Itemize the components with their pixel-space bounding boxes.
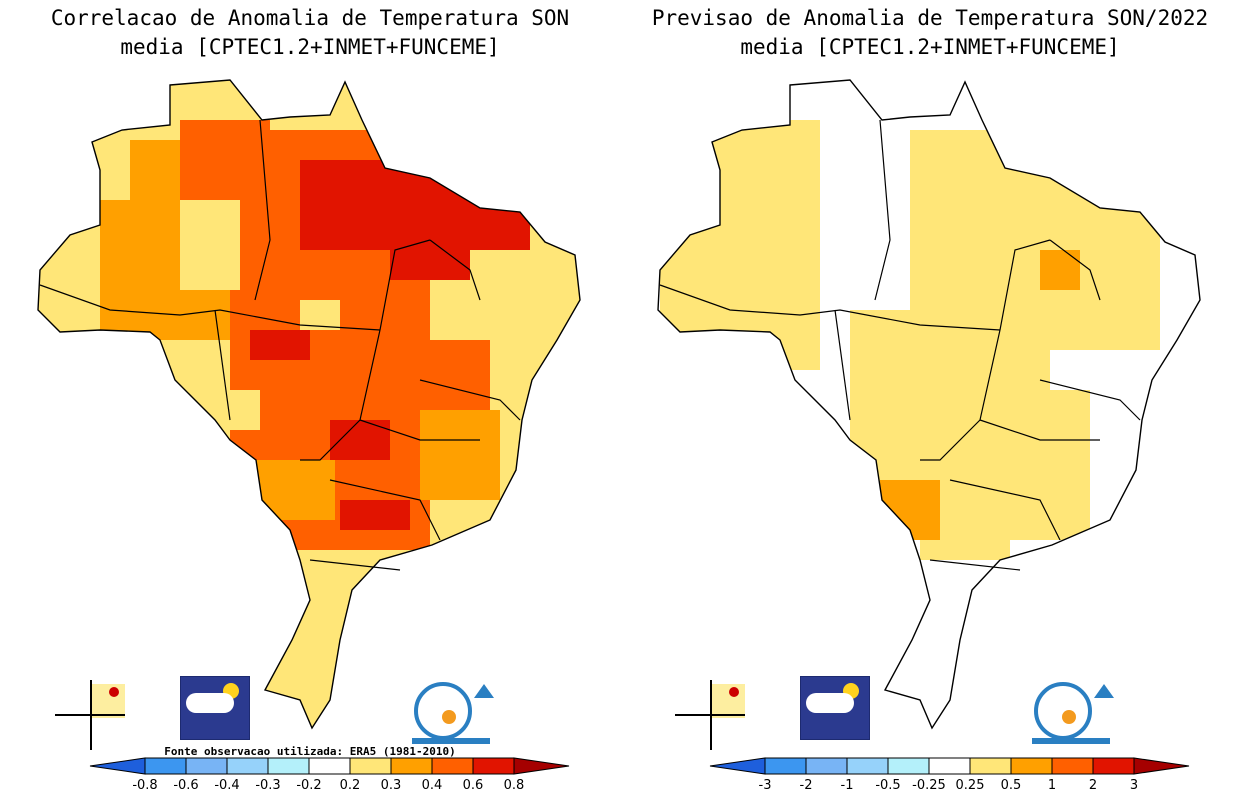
anomaly-region [1040,250,1080,290]
colorbar-tick-label: 0.3 [381,778,402,793]
colorbar-bin [431,757,474,775]
panel-title: Previsao de Anomalia de Temperatura SON/… [651,6,1209,30]
brazil-map-correlation [37,79,581,730]
state-border [300,329,381,461]
colorbar-forecast: -3 -2 -1 -0.5 -0.25 0.25 0.5 1 2 3 [709,757,1190,793]
anomaly-region [180,200,240,290]
colorbar-bin [144,757,187,775]
state-border [659,284,1001,331]
state-border [1049,239,1101,301]
inmet-logo [180,676,250,740]
colorbar-arrow-high [513,757,570,775]
colorbar-bin [764,757,807,775]
colorbar-correlation: -0.8 -0.6 -0.4 -0.3 -0.2 0.2 0.3 0.4 0.6 0.8 [89,757,570,793]
funceme-logo [55,680,135,750]
panel-subtitle: media [CPTEC1.2+INMET+FUNCEME] [120,35,500,59]
inpe-subtitle [412,738,490,744]
colorbar-bin [846,757,889,775]
source-note: Fonte observacao utilizada: ERA5 (1981-2… [164,745,456,758]
anomaly-region [60,250,100,320]
colorbar-tick-label: -0.4 [214,778,239,793]
state-border [419,379,521,421]
colorbar-tick-label: -0.3 [255,778,280,793]
colorbar-bin [390,757,433,775]
colorbar-tick-label: -0.8 [132,778,157,793]
state-border [359,419,480,441]
panel-subtitle: media [CPTEC1.2+INMET+FUNCEME] [740,35,1120,59]
colorbar-tick-label: 2 [1089,778,1097,793]
state-border [1039,379,1141,421]
inpe-logo [1032,680,1114,746]
state-border [309,559,401,571]
colorbar-bin [805,757,848,775]
anomaly-region [380,340,490,420]
anomaly-region [340,500,410,530]
state-border [329,479,441,541]
panel-title: Correlacao de Anomalia de Temperatura SO… [50,6,570,30]
state-border [834,309,851,421]
state-border [379,239,431,331]
state-border [920,329,1001,461]
anomaly-region [200,390,260,430]
colorbar-tick-label: 0.4 [422,778,443,793]
state-border [874,119,891,301]
colorbar-bin [185,757,228,775]
state-border [929,559,1021,571]
colorbar-bin [472,757,515,775]
colorbar-tick-label: 3 [1130,778,1138,793]
colorbar-bin [1092,757,1135,775]
colorbar-tick-label: 0.5 [1001,778,1022,793]
inmet-logo [800,676,870,740]
funceme-logo [675,680,755,750]
anomaly-region [440,200,530,250]
correlation-panel: Correlacao de Anomalia de Temperatura SO… [37,6,581,793]
colorbar-bin [308,757,351,775]
colorbar-tick-label: -0.2 [296,778,321,793]
country-border [37,79,581,730]
colorbar-tick-label: -0.6 [173,778,198,793]
state-border [39,284,381,331]
country-border [657,79,1201,730]
colorbar-bin [1051,757,1094,775]
state-border [429,239,481,301]
state-border [214,309,231,421]
colorbar-tick-label: 0.8 [504,778,525,793]
colorbar-tick-label: -1 [841,778,854,793]
colorbar-bin [349,757,392,775]
colorbar-bin [969,757,1012,775]
colorbar-tick-label: 0.25 [956,778,985,793]
colorbar-tick-label: -0.5 [875,778,900,793]
brazil-map-forecast [657,79,1201,730]
anomaly-region [270,660,330,720]
colorbar-tick-label: 0.2 [340,778,361,793]
colorbar-arrow-low [709,757,766,775]
colorbar-bin [1010,757,1053,775]
anomaly-region [100,120,130,200]
colorbar-bin [928,757,971,775]
colorbar-arrow-high [1133,757,1190,775]
anomaly-region [255,460,335,520]
inpe-logo [412,680,494,746]
colorbar-tick-label: -0.25 [912,778,946,793]
colorbar-tick-label: -2 [800,778,813,793]
anomaly-region [250,330,310,360]
colorbar-bin [887,757,930,775]
colorbar-arrow-low [89,757,146,775]
colorbar-tick-label: 1 [1048,778,1056,793]
colorbar-bin [226,757,269,775]
colorbar-bin [267,757,310,775]
colorbar-tick-label: 0.6 [463,778,484,793]
state-border [979,419,1100,441]
state-border [949,479,1061,541]
inpe-subtitle [1032,738,1110,744]
colorbar-tick-label: -3 [759,778,772,793]
forecast-panel: Previsao de Anomalia de Temperatura SON/… [620,0,1240,802]
state-border [254,119,271,301]
state-border [999,239,1051,331]
anomaly-region [330,420,390,460]
anomaly-region [250,360,330,460]
anomaly-region [420,410,500,500]
